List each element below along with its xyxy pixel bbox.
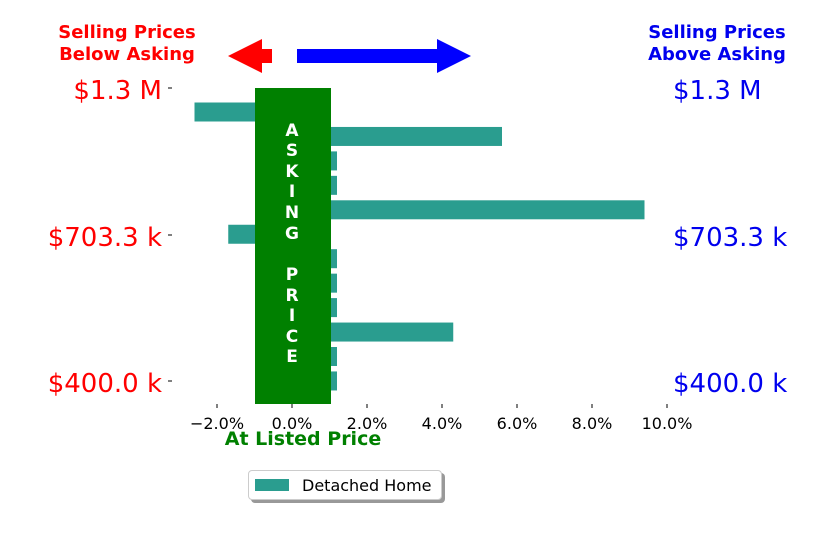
x-tick-label: 8.0% — [572, 414, 613, 433]
x-tick-label: 4.0% — [422, 414, 463, 433]
asking-letter: A — [285, 121, 299, 141]
asking-letter: I — [289, 306, 295, 326]
asking-letter: E — [286, 347, 298, 367]
asking-letter: K — [285, 162, 299, 182]
price-label-right-mid: $703.3 k — [673, 223, 787, 253]
price-label-right-bottom: $400.0 k — [673, 369, 787, 399]
x-tick-label: 0.0% — [272, 414, 313, 433]
legend-label: Detached Home — [302, 475, 432, 495]
above-asking-title-line1: Selling Prices — [648, 22, 785, 43]
x-tick-label: −2.0% — [190, 414, 244, 433]
asking-letter: R — [285, 286, 298, 306]
asking-price-band — [255, 88, 331, 404]
price-label-left-mid: $703.3 k — [48, 223, 162, 253]
above-asking-title-line2: Above Asking — [648, 44, 786, 65]
asking-letter: P — [286, 265, 298, 285]
bar-10 — [292, 322, 454, 342]
asking-letter: G — [285, 224, 299, 244]
bar-2 — [292, 126, 502, 146]
price-label-right-top: $1.3 M — [673, 76, 762, 106]
asking-letter: N — [285, 203, 299, 223]
x-tick-label: 6.0% — [497, 414, 538, 433]
asking-letter: S — [286, 141, 298, 161]
legend-swatch — [255, 479, 289, 491]
bar-5 — [292, 200, 645, 220]
legend: Detached Home — [248, 470, 442, 500]
price-label-left-top: $1.3 M — [73, 76, 162, 106]
at-listed-price-caption: At Listed Price — [225, 428, 381, 450]
asking-letter: I — [289, 182, 295, 202]
x-tick-label: 2.0% — [347, 414, 388, 433]
asking-letter: C — [286, 327, 298, 347]
x-tick-label: 10.0% — [642, 414, 693, 433]
below-asking-title-line1: Selling Prices — [58, 22, 195, 43]
below-asking-title-line2: Below Asking — [59, 44, 195, 65]
left-arrow-icon — [228, 39, 272, 73]
price-label-left-bottom: $400.0 k — [48, 369, 162, 399]
right-arrow-icon — [297, 39, 471, 73]
x-axis: −2.0% 0.0% 2.0% 4.0% 6.0% 8.0% 10.0% — [190, 404, 692, 433]
